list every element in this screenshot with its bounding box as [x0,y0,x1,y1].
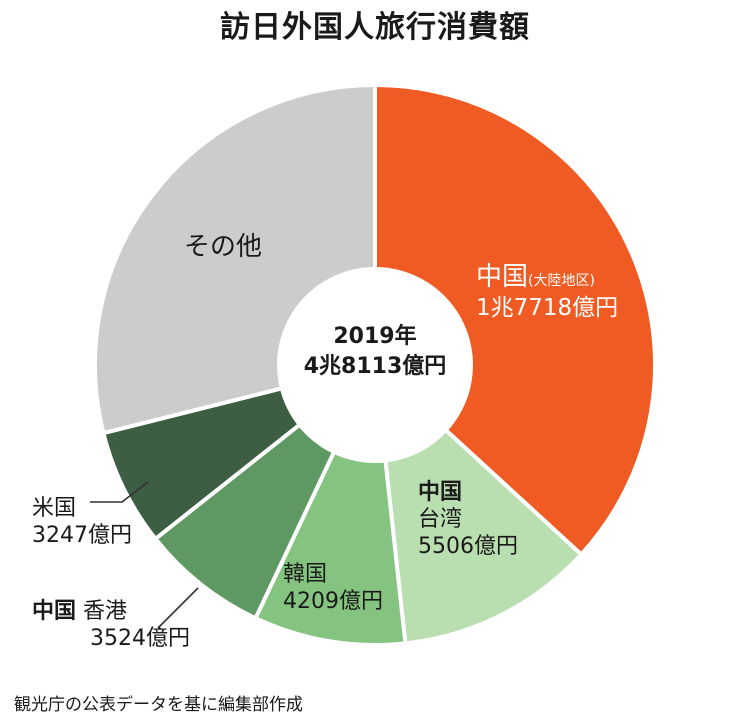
center-total: 4兆8113億円 [303,353,447,379]
slice-name: 香港 [83,599,128,624]
slice-label-china-mainland: 中国(大陸地区) 1兆7718億円 [476,262,618,322]
slice-label-others: その他 [184,232,262,264]
slice-value: 4209億円 [283,588,383,614]
slice-value: 5506億円 [418,533,518,559]
slice-name-bold: 中国 [418,480,463,505]
slice-value: 1兆7718億円 [476,294,619,321]
slice-name: 台湾 [418,506,463,532]
slice-label-korea: 韓国 4209億円 [283,562,383,616]
slice-label-usa: 米国 3247億円 [32,496,132,550]
slice-name: その他 [184,232,263,262]
slice-sublabel: (大陸地区) [528,273,595,289]
source-note: 観光庁の公表データを基に編集部作成 [14,695,303,715]
donut-hole [277,267,473,463]
slice-name: 米国 [32,496,77,521]
slice-name: 中国 [476,262,529,292]
slice-name: 韓国 [283,562,328,587]
slice-china-mainland [373,82,658,558]
slice-label-hongkong: 中国 香港 3524億円 [32,599,190,653]
leader-line-hongkong [157,587,199,629]
slice-value: 3247億円 [32,522,132,548]
slice-label-taiwan: 中国 台湾 5506億円 [418,480,518,560]
center-label: 2019年 4兆8113億円 [285,322,465,381]
chart-title: 訪日外国人旅行消費額 [220,10,530,45]
slice-value: 3524億円 [90,625,190,651]
slice-name-bold: 中国 [32,599,77,624]
center-year: 2019年 [333,324,417,349]
leader-line-usa [90,481,149,503]
